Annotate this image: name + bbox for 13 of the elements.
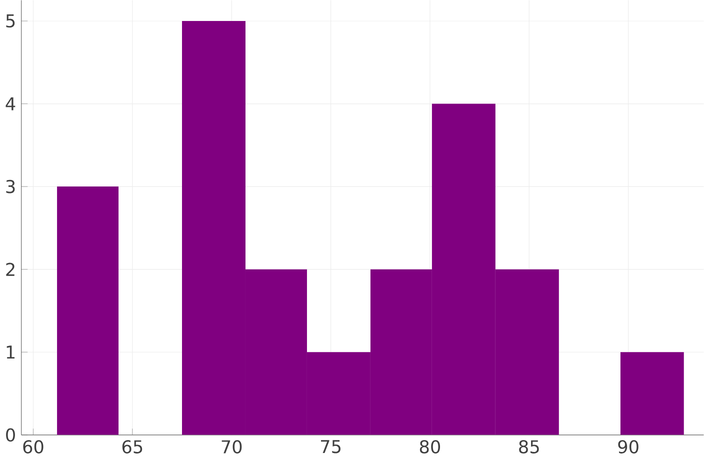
y-tick-label: 4 [6,97,16,110]
x-tick-label: 90 [618,440,638,454]
y-tick-label: 3 [6,180,15,194]
y-tick-label: 0 [6,428,15,442]
x-tick-label: 65 [122,440,142,454]
x-tick-label: 70 [222,440,242,454]
y-tick-label: 1 [6,346,15,358]
x-tick-label: 75 [321,440,340,454]
y-tick-label: 2 [6,262,14,276]
x-tick-label: 80 [420,440,440,454]
y-tick-label: 5 [6,14,15,28]
x-tick-label: 60 [23,440,44,454]
x-tick-label: 85 [519,440,539,454]
